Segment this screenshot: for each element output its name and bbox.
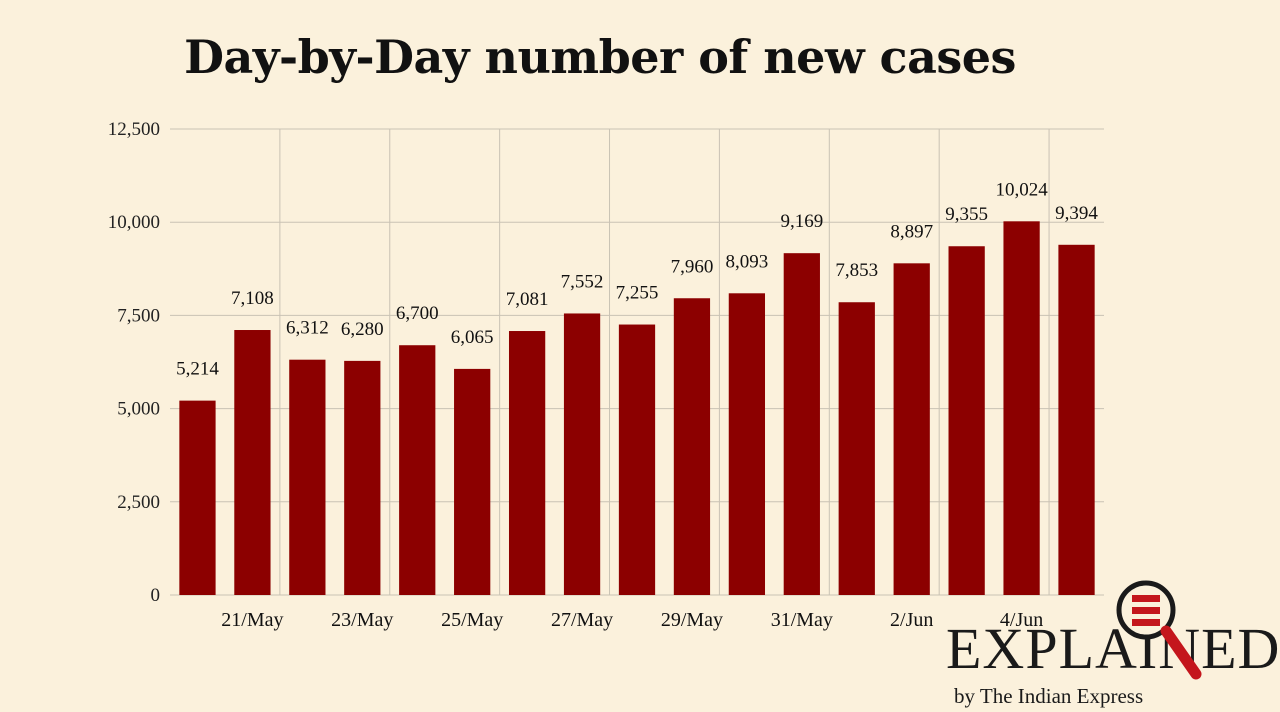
bar: [783, 253, 820, 595]
data-label: 6,312: [286, 318, 329, 339]
data-label: 7,081: [506, 289, 549, 310]
x-tick-label: 27/May: [551, 609, 613, 631]
y-tick-label: 0: [151, 585, 161, 606]
x-tick-label: 2/Jun: [890, 609, 933, 631]
bar: [454, 368, 491, 595]
data-label: 6,700: [396, 303, 439, 324]
bar: [508, 331, 546, 595]
bar: [1058, 244, 1095, 595]
x-tick-label: 21/May: [221, 609, 283, 631]
data-label: 8,093: [726, 251, 769, 272]
y-tick-label: 10,000: [108, 212, 160, 233]
x-tick-label: 29/May: [661, 609, 723, 631]
bar: [1003, 221, 1040, 595]
data-label: 5,214: [176, 359, 219, 380]
bar: [179, 400, 216, 595]
data-label: 7,552: [561, 271, 604, 292]
data-label: 7,960: [671, 256, 714, 277]
data-label: 9,169: [780, 211, 823, 232]
y-axis: 0 2,500 5,000 7,500 10,000 12,500: [108, 119, 160, 606]
x-tick-label: 4/Jun: [1000, 609, 1043, 631]
data-labels: 5,214 7,108 6,312 6,280 6,700 6,065 7,081 7,552…: [176, 179, 1098, 379]
bar: [673, 298, 711, 595]
bar: [344, 360, 381, 595]
x-tick-label: 25/May: [441, 609, 503, 631]
bars: [179, 221, 1095, 595]
chart-title: Day-by-Day number of new cases: [184, 30, 1016, 84]
data-label: 10,024: [995, 179, 1048, 200]
data-label: 7,255: [616, 283, 659, 304]
data-label: 9,394: [1055, 203, 1098, 224]
data-label: 6,280: [341, 319, 384, 340]
explained-logo: EXPLAINED by The Indian Express: [946, 578, 1279, 712]
data-label: 7,108: [231, 288, 274, 309]
bar: [948, 246, 985, 595]
bar: [728, 293, 766, 595]
y-tick-label: 2,500: [117, 492, 160, 513]
x-tick-label: 31/May: [771, 609, 833, 631]
bar: [289, 359, 326, 595]
magnifier-icon: [1116, 580, 1202, 680]
bar: [563, 313, 601, 595]
data-label: 9,355: [945, 204, 988, 225]
bar: [893, 263, 930, 595]
data-label: 7,853: [835, 260, 878, 281]
y-tick-label: 12,500: [108, 119, 160, 140]
data-label: 6,065: [451, 327, 494, 348]
y-tick-label: 7,500: [117, 305, 160, 326]
x-axis: 21/May 23/May 25/May 27/May 29/May 31/May 2/Ju…: [221, 609, 1043, 631]
x-tick-label: 23/May: [331, 609, 393, 631]
data-label: 8,897: [890, 221, 933, 242]
brand-subtitle: by The Indian Express: [954, 684, 1144, 708]
brand-wordmark: EXPLAINED: [946, 616, 1280, 681]
bar: [399, 345, 436, 595]
bar: [838, 302, 875, 595]
y-tick-label: 5,000: [117, 399, 160, 420]
bar: [234, 330, 271, 595]
bar: [618, 324, 656, 595]
